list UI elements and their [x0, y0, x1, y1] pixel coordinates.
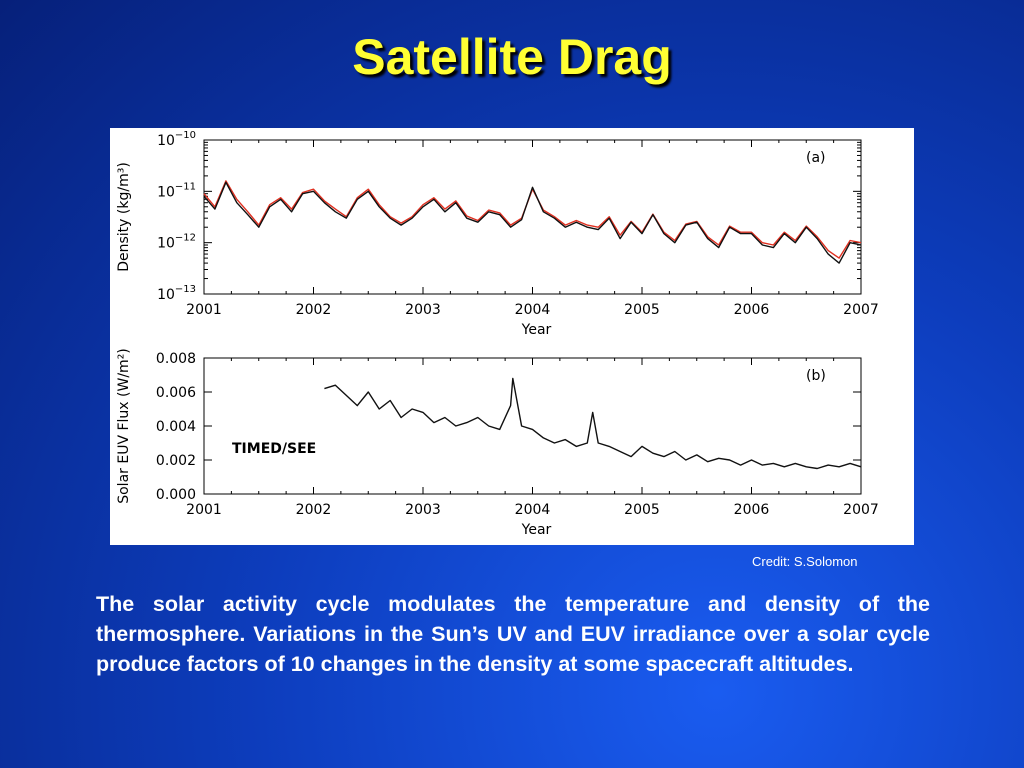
- series-line: [324, 377, 862, 470]
- y-tick-label: 0.006: [156, 385, 196, 401]
- x-axis-label: Year: [521, 322, 552, 338]
- x-axis-label: Year: [521, 522, 552, 538]
- y-axis-label: Density (kg/m³): [116, 162, 132, 272]
- panel-label: (b): [806, 368, 826, 384]
- x-tick-label: 2003: [405, 502, 441, 518]
- x-tick-label: 2001: [186, 502, 222, 518]
- chart-svg: 2001 2002 2003 2004 2005 2006 2007 Year 10−10 10−…: [116, 130, 879, 538]
- x-tick-label: 2007: [843, 502, 879, 518]
- y-tick-label: 10−13: [157, 284, 196, 303]
- panel-frame: [203, 357, 862, 495]
- slide-title: Satellite Drag: [352, 29, 672, 85]
- y-axis-label: Solar EUV Flux (W/m²): [116, 348, 132, 504]
- series-line: [203, 180, 862, 259]
- chart-figure: 2001 2002 2003 2004 2005 2006 2007 Year 10−10 10−…: [110, 128, 914, 545]
- x-tick-label: 2006: [734, 302, 770, 318]
- x-tick-label: 2005: [624, 302, 660, 318]
- x-tick-label: 2007: [843, 302, 879, 318]
- y-tick-label: 10−10: [157, 130, 196, 149]
- body-paragraph: The solar activity cycle modulates the t…: [96, 592, 930, 676]
- y-tick-label: 0.008: [156, 351, 196, 367]
- y-tick-label: 0.000: [156, 487, 196, 503]
- credit-text: Credit: S.Solomon: [752, 554, 858, 569]
- series-line: [203, 181, 862, 264]
- annotation-text: TIMED/SEE: [232, 441, 316, 457]
- x-tick-label: 2002: [296, 502, 332, 518]
- y-tick-label: 0.002: [156, 453, 196, 469]
- y-tick-label: 10−12: [157, 233, 196, 252]
- x-tick-label: 2003: [405, 302, 441, 318]
- panel-label: (a): [806, 150, 826, 166]
- x-tick-label: 2001: [186, 302, 222, 318]
- x-tick-label: 2004: [515, 302, 551, 318]
- y-tick-label: 0.004: [156, 419, 196, 435]
- x-tick-label: 2006: [734, 502, 770, 518]
- y-tick-label: 10−11: [157, 181, 196, 200]
- panel-frame: [203, 139, 862, 295]
- x-tick-label: 2004: [515, 502, 551, 518]
- x-tick-label: 2005: [624, 502, 660, 518]
- x-tick-label: 2002: [296, 302, 332, 318]
